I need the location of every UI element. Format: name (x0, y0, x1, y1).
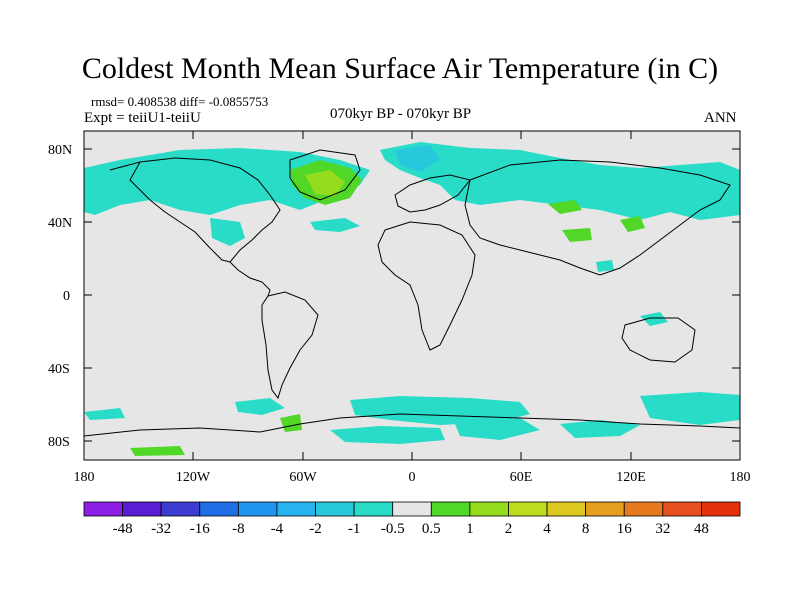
anomaly-region (560, 420, 640, 438)
colorbar-swatch (199, 501, 239, 517)
lat-tick-label: 40S (48, 362, 70, 377)
chart-title: Coldest Month Mean Surface Air Temperatu… (81, 52, 719, 85)
colorbar-swatch (237, 501, 278, 517)
colorbar-label: -48 (113, 521, 133, 537)
colorbar (83, 501, 741, 517)
colorbar-swatch (392, 501, 432, 517)
colorbar-swatch (122, 501, 162, 517)
colorbar-label: -32 (151, 521, 171, 537)
colorbar-label: -2 (309, 521, 322, 537)
colorbar-labels: -48 -32 -16 -8 -4 -2 -1 -0.5 0.5 1 2 4 8 16 32 48 (113, 521, 709, 537)
colorbar-label: 32 (655, 521, 670, 537)
anomaly-region (130, 446, 185, 456)
stats-line: rmsd= 0.408538 diff= -0.0855753 (91, 94, 269, 109)
period-label: 070kyr BP - 070kyr BP (330, 106, 472, 122)
colorbar-swatch (160, 501, 201, 517)
anomaly-region (84, 408, 125, 420)
anomaly-region (330, 426, 445, 444)
colorbar-label: 4 (543, 521, 551, 537)
colorbar-swatch (546, 501, 587, 517)
anomaly-region (640, 392, 740, 425)
season-label: ANN (704, 110, 737, 126)
colorbar-swatch (353, 501, 394, 517)
anomaly-region (350, 396, 530, 425)
experiment-label: Expt = teiiU1-teiiU (84, 110, 201, 126)
colorbar-swatch (430, 501, 471, 517)
anomaly-region (548, 200, 582, 214)
colorbar-swatch (508, 501, 548, 517)
anomaly-region (596, 260, 614, 272)
colorbar-label: -4 (271, 521, 284, 537)
lat-tick-label: 80N (48, 143, 72, 158)
colorbar-label: -8 (232, 521, 245, 537)
colorbar-label: 48 (694, 521, 709, 537)
lon-tick-label: 60E (510, 470, 533, 485)
anomaly-region (235, 398, 285, 415)
colorbar-swatch (276, 501, 316, 517)
colorbar-swatch (623, 501, 664, 517)
axis-ticks (84, 131, 740, 460)
colorbar-label: 2 (505, 521, 513, 537)
colorbar-swatch (585, 501, 625, 517)
anomaly-region (305, 170, 345, 196)
coastlines (84, 149, 740, 437)
colorbar-label: 1 (466, 521, 474, 537)
colorbar-label: -1 (348, 521, 361, 537)
lon-tick-label: 180 (74, 470, 95, 485)
colorbar-label: 16 (617, 521, 633, 537)
lon-tick-label: 0 (409, 470, 416, 485)
colorbar-label: 8 (582, 521, 590, 537)
lon-tick-label: 120W (176, 470, 211, 485)
anomaly-region (455, 418, 540, 440)
anomaly-region (562, 228, 592, 242)
colorbar-swatch (662, 501, 702, 517)
lat-tick-label: 40N (48, 216, 72, 231)
lon-tick-label: 60W (289, 470, 317, 485)
anomaly-region (620, 216, 645, 232)
lat-tick-label: 80S (48, 435, 70, 450)
anomaly-region (210, 218, 245, 246)
colorbar-swatch (83, 501, 123, 517)
colorbar-swatch (701, 501, 741, 517)
anomaly-fields (84, 142, 740, 456)
anomaly-region (640, 312, 668, 326)
anomaly-region (380, 142, 740, 220)
anomaly-region (280, 414, 302, 432)
colorbar-swatch (315, 501, 355, 517)
anomaly-region (310, 218, 360, 232)
colorbar-label: -0.5 (381, 521, 405, 537)
colorbar-label: -16 (190, 521, 210, 537)
lon-tick-label: 180 (730, 470, 751, 485)
lat-tick-label: 0 (63, 289, 70, 304)
colorbar-label: 0.5 (422, 521, 441, 537)
lon-tick-label: 120E (616, 470, 646, 485)
anomaly-region (84, 148, 370, 215)
colorbar-swatch (469, 501, 509, 517)
anomaly-region (395, 145, 440, 172)
